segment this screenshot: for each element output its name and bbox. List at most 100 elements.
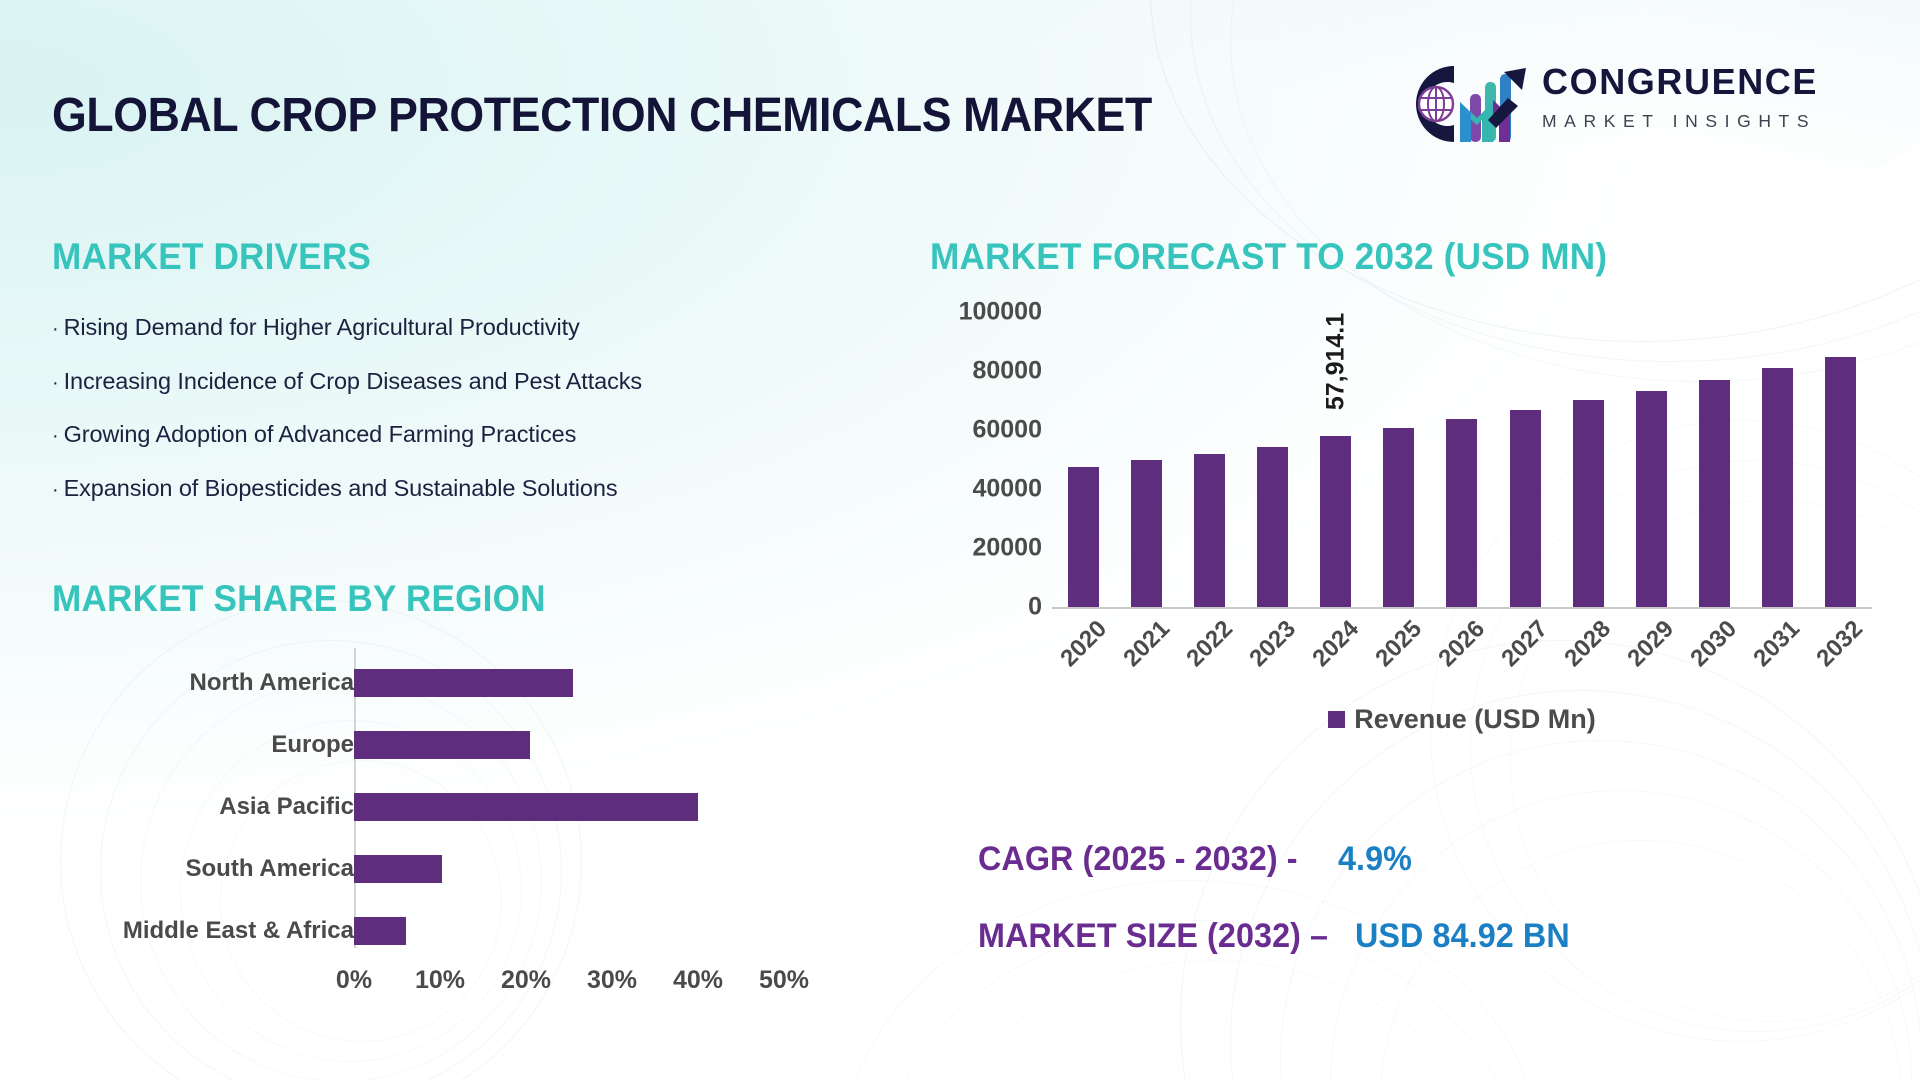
forecast-y-tick: 100000 [958,297,1042,326]
forecast-x-tick: 2030 [1685,615,1743,673]
forecast-bar [1068,467,1100,607]
market-driver-item: · Expansion of Biopesticides and Sustaina… [52,474,872,501]
forecast-x-tick: 2023 [1243,615,1301,673]
market-drivers-list: · Rising Demand for Higher Agricultural P… [52,314,872,501]
forecast-x-tick: 2032 [1811,615,1869,673]
region-chart-x-tick-labels: 0% 10% 20% 30% 40% 50% [336,966,824,1006]
market-driver-text: Expansion of Biopesticides and Sustainab… [63,474,618,501]
cagr-stat: CAGR (2025 - 2032) - 4.9% [978,840,1898,879]
forecast-bar-slot [1494,312,1557,607]
market-size-value: USD 84.92 BN [1354,917,1570,955]
forecast-bar [1824,356,1856,607]
forecast-x-tick: 2029 [1622,615,1680,673]
market-size-stat: MARKET SIZE (2032) – USD 84.92 BN [978,917,1898,956]
region-bar-track [354,656,784,710]
region-x-tick: 30% [586,966,638,994]
market-driver-text: Increasing Incidence of Crop Diseases an… [63,367,643,394]
logo-company-name: CONGRUENCE [1542,61,1819,102]
region-x-tick: 10% [414,966,466,994]
forecast-bar [1320,436,1352,607]
forecast-bar-slot [1557,312,1620,607]
forecast-bar [1383,427,1415,607]
summary-stats: CAGR (2025 - 2032) - 4.9% MARKET SIZE (20… [978,840,1898,994]
forecast-x-tick: 2025 [1370,615,1427,673]
region-bar-row: Middle East & Africa [52,904,842,958]
market-size-label: MARKET SIZE (2032) – [978,917,1329,955]
forecast-x-tick: 2026 [1433,615,1491,673]
region-bar-track [354,842,784,896]
forecast-x-tick: 2022 [1180,615,1238,673]
market-driver-item: · Rising Demand for Higher Agricultural P… [52,314,872,340]
forecast-bar-slot [1430,312,1493,607]
forecast-x-tick: 2031 [1748,615,1806,673]
bullet-icon: · [52,478,59,501]
market-driver-text: Rising Demand for Higher Agricultural Pr… [63,314,580,340]
region-bar-label: North America [189,669,354,696]
market-forecast-heading: MARKET FORECAST TO 2032 (USD MN) [930,236,1608,277]
region-bar-label: South America [185,855,354,882]
region-x-tick: 50% [758,966,810,994]
forecast-bar [1761,368,1793,607]
forecast-bar [1698,379,1730,607]
legend-swatch-revenue [1328,711,1346,728]
forecast-bar-slot [1809,312,1872,607]
region-bar [354,731,531,759]
page-title: GLOBAL CROP PROTECTION CHEMICALS MARKET [52,89,1152,142]
market-driver-text: Growing Adoption of Advanced Farming Pra… [63,421,577,447]
region-bar-track [354,718,784,772]
market-share-heading: MARKET SHARE BY REGION [52,578,546,619]
region-bar-label: Asia Pacific [219,793,354,820]
forecast-plot-area: 57,914.1 [1052,312,1872,607]
cagr-value: 4.9% [1338,840,1413,878]
forecast-bar-slot [1746,312,1809,607]
forecast-baseline [1052,607,1872,609]
forecast-x-tick: 2028 [1559,615,1617,673]
forecast-bar [1446,419,1478,607]
market-drivers-heading: MARKET DRIVERS [52,236,372,277]
forecast-x-tick-labels: 2020 2021 2022 2023 2024 2025 2026 2027 2028 2029… [1052,612,1872,702]
market-forecast-bar-chart: 0 20000 40000 60000 80000 100000 57,914.1 202… [930,298,1880,734]
forecast-bar [1257,446,1289,607]
market-share-bar-chart: 0% 10% 20% 30% 40% 50% North America Europe Asi… [52,648,842,994]
forecast-bar [1635,390,1667,607]
logo-tagline: MARKET INSIGHTS [1542,111,1817,131]
logo-wordmark: CONGRUENCE MARKET INSIGHTS [1542,64,1818,132]
region-bar [354,855,442,883]
region-bar-row: Asia Pacific [52,780,842,834]
forecast-x-tick: 2024 [1307,615,1364,673]
bullet-icon: · [52,318,59,340]
forecast-bar [1572,399,1604,607]
legend-label-revenue: Revenue (USD Mn) [1354,704,1596,734]
brand-logo[interactable]: CONGRUENCE MARKET INSIGHTS [1392,52,1892,156]
forecast-y-tick: 60000 [972,415,1042,444]
region-bar [354,917,407,945]
forecast-bar-value-label: 57,914.1 [1321,312,1350,411]
forecast-y-tick: 80000 [972,356,1042,385]
region-bar-track [354,780,784,834]
region-x-tick: 0% [335,966,373,994]
region-bar-row: North America [52,656,842,710]
forecast-y-tick-labels: 0 20000 40000 60000 80000 100000 [930,298,1042,621]
region-x-tick: 20% [500,966,552,994]
forecast-y-tick: 0 [1028,592,1042,621]
region-bar-label: Europe [271,731,354,758]
forecast-bar-slot [1683,312,1746,607]
market-share-by-region-section: MARKET SHARE BY REGION 0% 10% 20% 30% 40% 50%… [52,578,882,994]
forecast-bar-slot [1620,312,1683,607]
forecast-y-tick: 40000 [972,474,1042,503]
forecast-y-tick: 20000 [972,533,1042,562]
congruence-cm-globe-bars-arrow-logo-icon [1392,54,1532,154]
forecast-bar-slot [1367,312,1430,607]
header: GLOBAL CROP PROTECTION CHEMICALS MARKET [0,0,1920,185]
forecast-x-tick: 2027 [1496,615,1554,673]
bullet-icon: · [52,371,59,394]
forecast-bar-slot [1178,312,1241,607]
forecast-bar-slot [1052,312,1115,607]
forecast-x-tick: 2020 [1054,615,1112,673]
forecast-bar [1131,459,1163,607]
forecast-bar [1509,409,1541,607]
region-bar [354,793,698,821]
region-bar [354,669,574,697]
forecast-bar-slot: 57,914.1 [1304,312,1367,607]
